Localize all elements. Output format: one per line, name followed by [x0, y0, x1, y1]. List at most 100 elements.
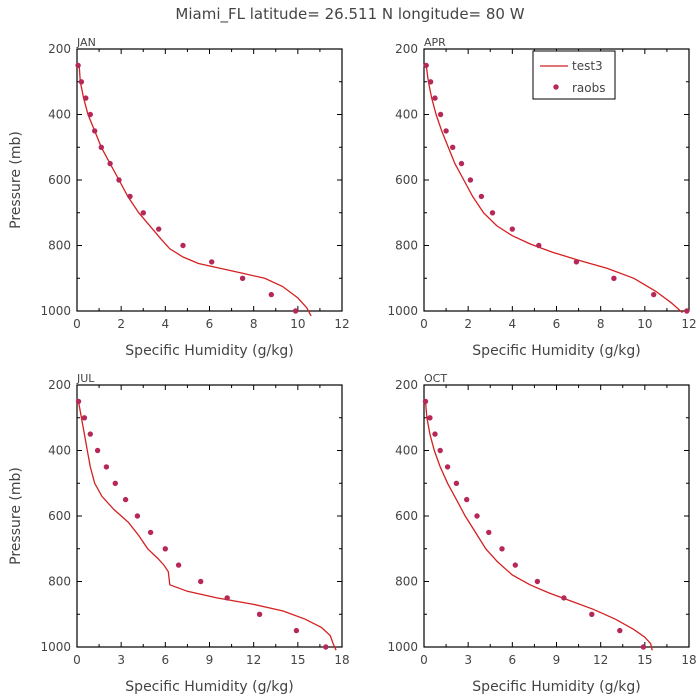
legend-point-marker [553, 84, 559, 90]
data-point-raobs [162, 546, 168, 552]
y-tick-label: 400 [395, 444, 418, 458]
data-point-raobs [198, 578, 204, 585]
data-point-raobs [427, 415, 433, 421]
data-point-raobs [486, 529, 492, 536]
data-point-raobs [422, 398, 429, 405]
data-point-raobs [443, 128, 449, 134]
data-point-raobs [256, 611, 263, 617]
x-tick-label: 15 [637, 653, 652, 667]
data-point-raobs [147, 529, 154, 536]
legend-label-model: test3 [572, 59, 603, 73]
x-tick-label: 3 [464, 653, 472, 667]
data-point-raobs [573, 259, 580, 265]
x-tick-label: 4 [509, 317, 517, 331]
panel-jan: JAN 0 2 4 6 8 10 12 200 400 600 800 1000 Specific Hum… [8, 36, 350, 359]
x-tick-label: 12 [246, 653, 261, 667]
data-point-raobs [103, 464, 110, 470]
y-tick-label: 200 [395, 42, 418, 56]
data-point-raobs [437, 111, 444, 118]
data-point-raobs [512, 562, 518, 568]
data-point-raobs [75, 398, 82, 405]
data-point-raobs [75, 62, 81, 69]
y-tick-label: 1000 [40, 640, 71, 654]
data-point-raobs [437, 447, 443, 454]
x-tick-label: 2 [117, 317, 125, 331]
x-tick-label: 8 [250, 317, 258, 331]
panel-label: JAN [76, 36, 96, 49]
data-point-raobs [444, 464, 451, 470]
data-point-raobs [140, 210, 146, 216]
data-point-raobs [87, 111, 94, 118]
data-point-raobs [78, 79, 85, 85]
x-tick-label: 0 [73, 653, 81, 667]
panel-oct: OCT 0 3 6 9 12 15 18 200 400 600 800 1000 Specific Hu… [387, 372, 696, 695]
x-tick-label: 2 [464, 317, 472, 331]
data-point-raobs [94, 447, 101, 454]
data-point-raobs [432, 95, 438, 101]
data-point-raobs [156, 226, 162, 232]
y-tick-label: 1000 [40, 304, 71, 318]
data-point-raobs [464, 496, 470, 503]
series-line-test3 [78, 65, 312, 317]
x-tick-label: 6 [509, 653, 517, 667]
data-point-raobs [499, 546, 505, 552]
data-point-raobs [268, 291, 274, 298]
x-axis-label: Specific Humidity (g/kg) [125, 679, 293, 695]
figure-title: Miami_FL latitude= 26.511 N longitude= 8… [175, 5, 524, 24]
data-point-raobs [239, 275, 246, 281]
data-point-raobs [534, 578, 541, 585]
y-tick-label: 800 [395, 239, 418, 253]
data-point-raobs [87, 431, 94, 437]
data-point-raobs [684, 308, 690, 314]
data-point-raobs [450, 144, 456, 150]
x-tick-label: 0 [420, 317, 428, 331]
plot-frame [423, 384, 690, 648]
y-tick-label: 1000 [387, 304, 418, 318]
y-tick-label: 600 [48, 173, 71, 187]
data-point-raobs [453, 480, 460, 486]
y-tick-label: 800 [48, 575, 71, 589]
data-point-raobs [209, 259, 215, 265]
y-tick-label: 400 [48, 108, 71, 122]
data-point-raobs [83, 95, 89, 101]
data-point-raobs [293, 627, 300, 634]
x-tick-label: 18 [681, 653, 696, 667]
x-axis-label: Specific Humidity (g/kg) [125, 343, 293, 359]
y-tick-label: 600 [395, 173, 418, 187]
data-point-raobs [474, 513, 480, 519]
panel-label: APR [424, 36, 446, 49]
data-point-raobs [323, 644, 329, 650]
panel-label: JUL [76, 372, 95, 385]
y-tick-label: 200 [395, 378, 418, 392]
data-point-raobs [81, 415, 88, 421]
y-tick-label: 1000 [387, 640, 418, 654]
data-point-raobs [98, 144, 105, 150]
x-axis-label: Specific Humidity (g/kg) [472, 679, 640, 695]
data-point-raobs [589, 611, 595, 617]
y-tick-label: 600 [48, 509, 71, 523]
series-line-test3 [424, 401, 653, 651]
panel-apr: APR 0 2 4 6 8 10 12 200 400 600 800 1000 Specific Hum… [387, 36, 696, 359]
x-tick-label: 15 [290, 653, 305, 667]
x-tick-label: 3 [117, 653, 125, 667]
y-tick-label: 800 [395, 575, 418, 589]
data-point-raobs [617, 627, 623, 634]
y-tick-label: 200 [48, 42, 71, 56]
x-tick-label: 10 [290, 317, 305, 331]
y-axis-label: Pressure (mb) [8, 467, 24, 565]
y-tick-label: 400 [395, 108, 418, 122]
x-tick-label: 0 [420, 653, 428, 667]
x-tick-label: 9 [206, 653, 214, 667]
data-point-raobs [509, 226, 515, 232]
x-tick-label: 12 [681, 317, 696, 331]
x-tick-label: 6 [162, 653, 170, 667]
legend-box [532, 50, 616, 100]
data-point-raobs [116, 177, 122, 183]
data-point-raobs [92, 128, 98, 134]
data-point-raobs [536, 242, 542, 249]
y-tick-label: 200 [48, 378, 71, 392]
x-tick-label: 8 [597, 317, 605, 331]
data-point-raobs [224, 595, 230, 601]
